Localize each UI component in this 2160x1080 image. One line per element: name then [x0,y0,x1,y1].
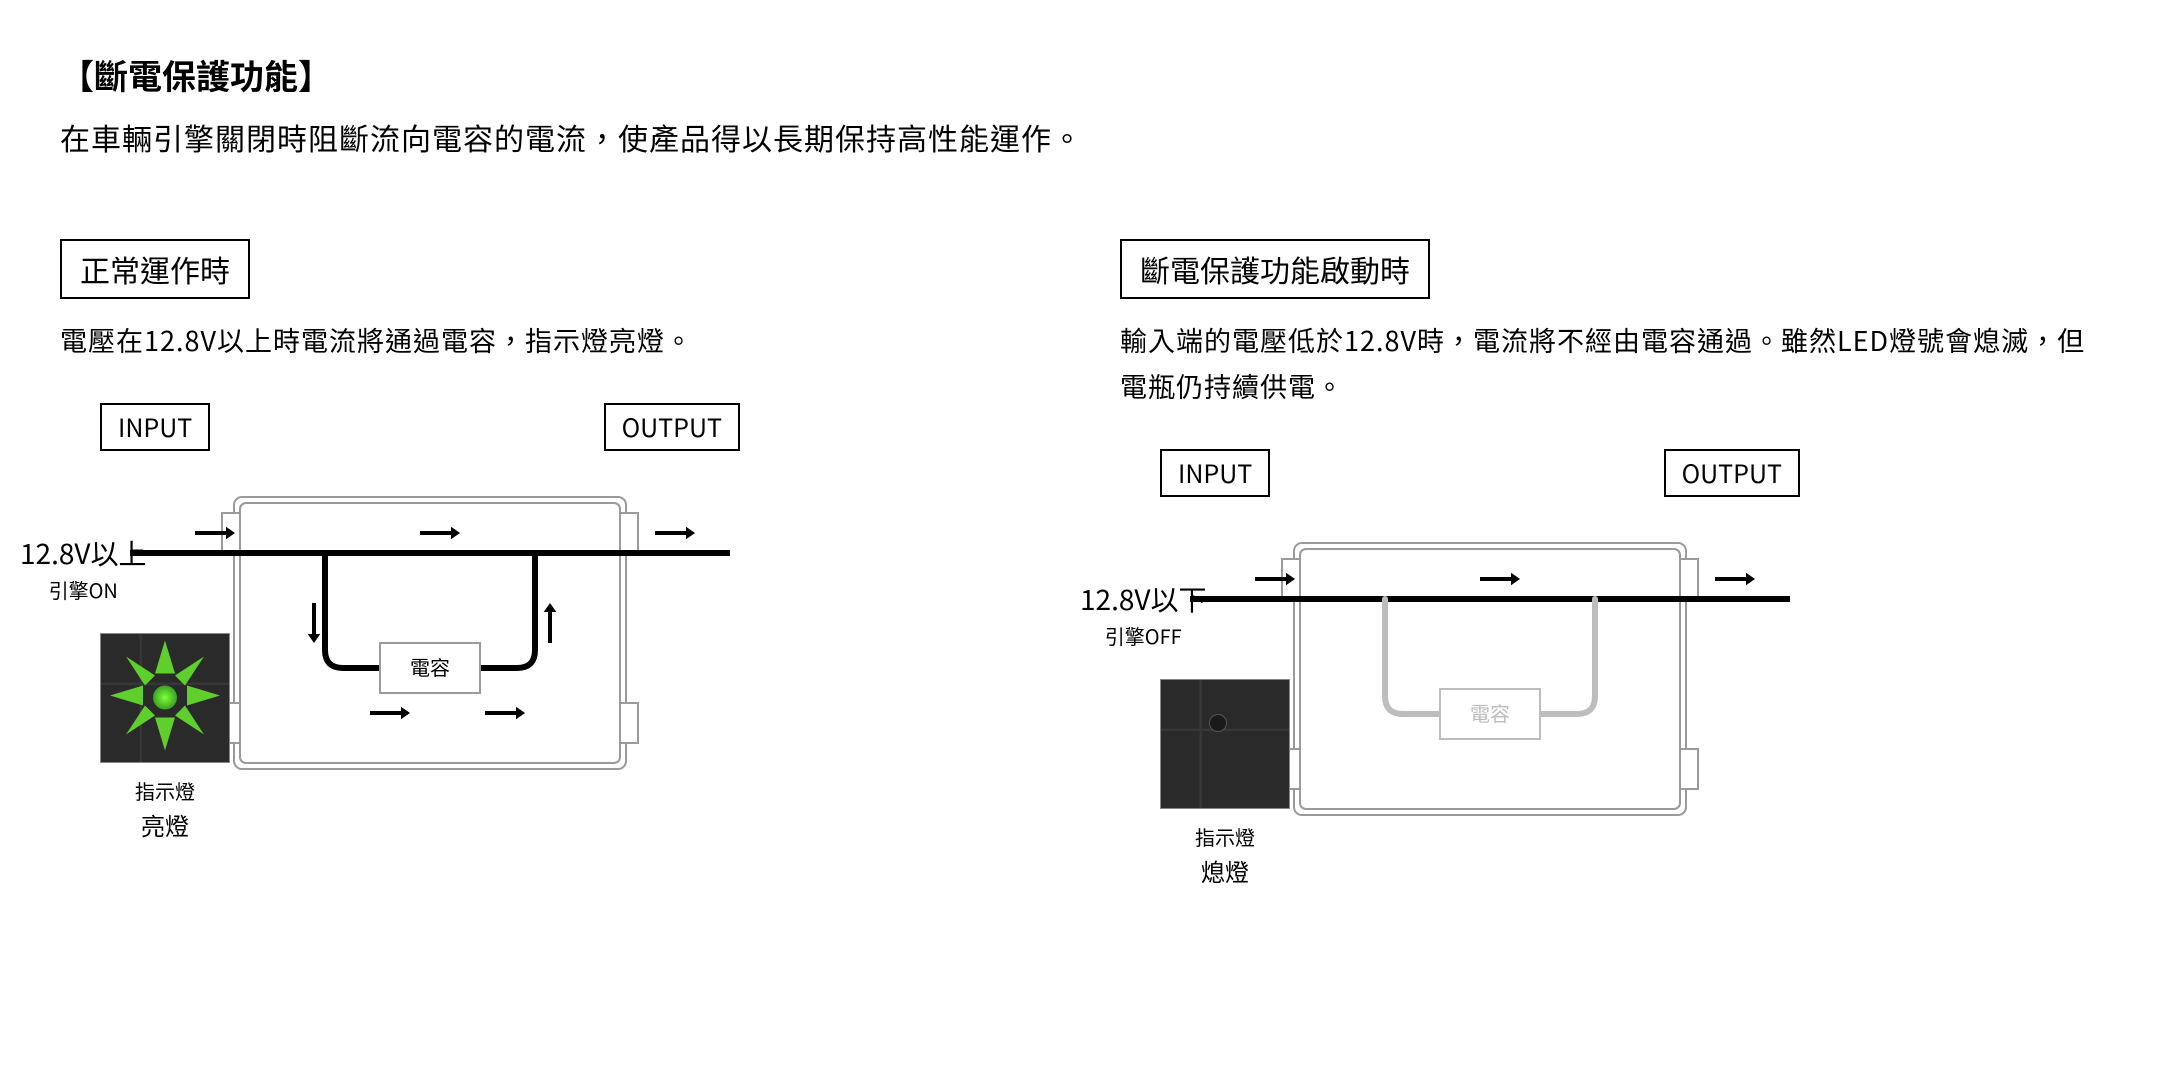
right-indicator-state: 熄燈 [1160,853,1290,888]
svg-text:電容: 電容 [1470,698,1510,727]
left-diagram: INPUT OUTPUT 12.8V以上 引擎ON 電容 [60,403,780,903]
diagram-columns: 正常運作時 電壓在12.8V以上時電流將通過電容，指示燈亮燈。 INPUT OU… [60,239,2100,949]
main-title: 【斷電保護功能】 [60,50,2100,99]
left-indicator-state: 亮燈 [100,807,230,842]
right-diagram: INPUT OUTPUT 12.8V以下 引擎OFF 電容 指示燈 熄燈 [1120,449,1840,949]
led-core-icon [153,686,177,710]
left-indicator-box [100,633,230,763]
indicator-box-pattern [1161,680,1289,808]
left-indicator-caption: 指示燈 [100,776,230,805]
right-indicator: 指示燈 熄燈 [1160,679,1290,888]
led-off-icon [1209,714,1227,732]
right-section-desc: 輸入端的電壓低於12.8V時，電流將不經由電容通過。雖然LED燈號會熄滅，但電瓶… [1120,317,2100,409]
left-section-desc: 電壓在12.8V以上時電流將通過電容，指示燈亮燈。 [60,317,1040,363]
right-column: 斷電保護功能啟動時 輸入端的電壓低於12.8V時，電流將不經由電容通過。雖然LE… [1120,239,2100,949]
left-section-title: 正常運作時 [60,239,250,299]
right-section-title: 斷電保護功能啟動時 [1120,239,1430,299]
led-on-glow [105,635,225,760]
right-indicator-caption: 指示燈 [1160,822,1290,851]
svg-text:電容: 電容 [410,652,450,681]
left-indicator: 指示燈 亮燈 [100,633,230,842]
main-description: 在車輛引擎關閉時阻斷流向電容的電流，使產品得以長期保持高性能運作。 [60,115,2100,159]
left-column: 正常運作時 電壓在12.8V以上時電流將通過電容，指示燈亮燈。 INPUT OU… [60,239,1040,949]
right-indicator-box [1160,679,1290,809]
